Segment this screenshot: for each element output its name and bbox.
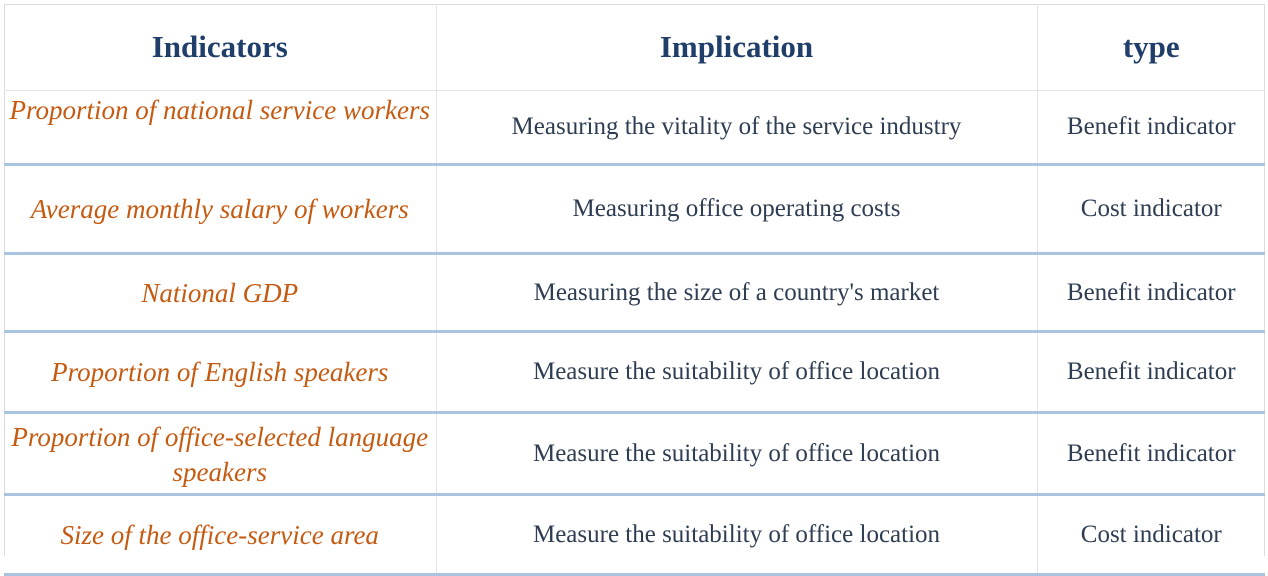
type-cell: Benefit indicator bbox=[1037, 331, 1265, 414]
type-cell: Benefit indicator bbox=[1037, 90, 1265, 166]
table-row: National GDP Measuring the size of a cou… bbox=[4, 253, 1265, 333]
type-cell: Cost indicator bbox=[1037, 164, 1265, 255]
header-indicators: Indicators bbox=[4, 4, 437, 91]
table-row: Average monthly salary of workers Measur… bbox=[4, 164, 1265, 255]
indicator-cell: Size of the office-service area bbox=[4, 494, 437, 576]
indicator-cell: Proportion of national service workers bbox=[4, 90, 437, 166]
header-implication: Implication bbox=[436, 4, 1038, 91]
indicator-cell: Proportion of office-selected language s… bbox=[4, 412, 437, 496]
indicator-text: Proportion of national service workers bbox=[9, 95, 430, 125]
implication-cell: Measuring the vitality of the service in… bbox=[436, 90, 1038, 166]
implication-cell: Measuring the size of a country's market bbox=[436, 253, 1038, 333]
indicators-table: Indicators Implication type Proportion o… bbox=[4, 4, 1265, 576]
table-header-row: Indicators Implication type bbox=[4, 4, 1265, 91]
indicator-cell: Average monthly salary of workers bbox=[4, 164, 437, 255]
indicator-cell: National GDP bbox=[4, 253, 437, 333]
implication-cell: Measure the suitability of office locati… bbox=[436, 494, 1038, 576]
implication-cell: Measure the suitability of office locati… bbox=[436, 331, 1038, 414]
indicator-cell: Proportion of English speakers bbox=[4, 331, 437, 414]
table-row: Proportion of English speakers Measure t… bbox=[4, 331, 1265, 414]
type-cell: Cost indicator bbox=[1037, 494, 1265, 576]
type-cell: Benefit indicator bbox=[1037, 412, 1265, 496]
implication-cell: Measure the suitability of office locati… bbox=[436, 412, 1038, 496]
header-type: type bbox=[1037, 4, 1265, 91]
implication-cell: Measuring office operating costs bbox=[436, 164, 1038, 255]
table-row: Proportion of office-selected language s… bbox=[4, 412, 1265, 496]
indicator-text: Proportion of office-selected language s… bbox=[11, 421, 429, 487]
type-cell: Benefit indicator bbox=[1037, 253, 1265, 333]
table-row: Proportion of national service workers M… bbox=[4, 90, 1265, 166]
table-row: Size of the office-service area Measure … bbox=[4, 494, 1265, 576]
